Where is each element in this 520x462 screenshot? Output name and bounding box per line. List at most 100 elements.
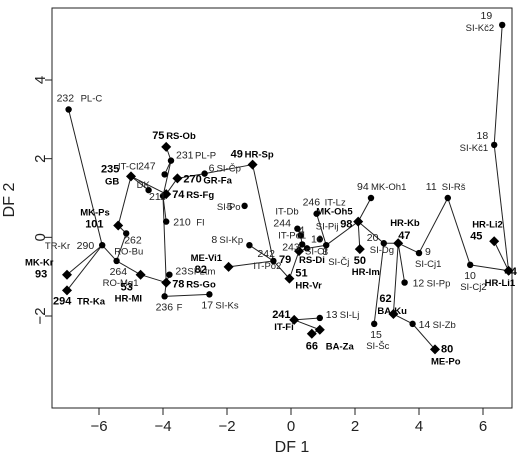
point-label: 74: [172, 189, 185, 201]
x-axis-label: DF 1: [275, 439, 310, 456]
link-line: [68, 109, 103, 246]
link-line: [288, 250, 300, 279]
point-label: 290: [77, 240, 95, 252]
link-line: [162, 196, 167, 283]
link-line: [397, 243, 406, 283]
point-label: PL-P: [195, 151, 216, 162]
point-label: 10: [464, 270, 476, 282]
point-label: SI-Ks: [215, 300, 238, 311]
point-label: IT-Fi: [274, 322, 294, 333]
diamond-marker: [314, 324, 325, 335]
point-label: 3: [322, 246, 328, 258]
link-line: [418, 197, 449, 254]
diamond-marker: [161, 189, 172, 200]
point-label: 19: [481, 10, 493, 22]
y-tick-label: 0: [32, 233, 49, 241]
point-label: 44: [505, 266, 518, 278]
circle-marker: [166, 271, 173, 278]
point-label: MK-Ps: [80, 208, 110, 219]
point-label: 51: [295, 268, 307, 280]
point-label: 93: [35, 269, 47, 281]
point-label: SI-Po: [217, 202, 241, 213]
circle-marker: [467, 261, 474, 269]
point-label: HR-Vr: [295, 281, 322, 292]
point-label: MK-Oh1: [371, 182, 406, 193]
point-label: 231: [176, 150, 194, 162]
point-label: 210: [173, 217, 191, 229]
point-label: 47: [398, 230, 410, 242]
circle-marker: [444, 194, 451, 202]
link-line: [66, 244, 103, 276]
circle-marker: [297, 232, 304, 239]
circle-marker: [241, 202, 248, 210]
point-label: HR-Li2: [472, 219, 503, 230]
point-label: 23: [175, 266, 187, 278]
point-label: HR-Sp: [245, 150, 274, 161]
link-line: [249, 244, 274, 262]
circle-marker: [401, 279, 408, 286]
point-label: RS-Ob: [166, 131, 196, 142]
diamond-marker: [161, 141, 172, 152]
circle-marker: [123, 230, 130, 237]
diamond-marker: [354, 244, 365, 255]
diamond-marker: [503, 265, 514, 276]
point-label: SI-Pij: [316, 221, 339, 232]
link-line: [397, 242, 420, 254]
point-label: 94: [357, 181, 369, 193]
circle-marker: [409, 320, 416, 328]
diamond-marker: [388, 309, 399, 320]
point-label: GB: [105, 176, 119, 187]
x-tick-label: 4: [415, 418, 423, 435]
link-line: [130, 175, 167, 195]
point-label: 244: [273, 218, 291, 230]
point-label: 11: [426, 181, 437, 193]
x-tick-label: −4: [154, 418, 171, 435]
link-line: [325, 221, 359, 246]
point-label: 17: [201, 299, 213, 311]
plot-frame: [51, 7, 513, 409]
link-line: [493, 24, 503, 145]
diamond-marker: [135, 269, 146, 280]
circle-marker: [491, 141, 498, 149]
point-label: 49: [231, 149, 243, 161]
point-label: SI-Kp: [219, 235, 243, 246]
point-label: 20: [367, 232, 379, 244]
link-line: [357, 197, 372, 222]
circle-marker: [270, 257, 277, 265]
diamond-marker: [113, 220, 124, 231]
point-label: IT-Db: [275, 207, 298, 218]
diamond-marker: [247, 159, 258, 170]
circle-marker: [246, 242, 253, 249]
point-label: TR-Ka: [77, 296, 106, 307]
point-label: 13: [326, 309, 338, 321]
point-label: 4: [299, 224, 305, 236]
diamond-marker: [62, 269, 72, 280]
circle-marker: [65, 106, 72, 113]
circle-marker: [161, 293, 168, 300]
link-line: [447, 197, 471, 266]
point-label: 241: [272, 309, 290, 321]
point-label: MK-Oh5: [316, 207, 353, 218]
point-label: TR-Kr: [45, 241, 70, 252]
point-label: PL-C: [81, 94, 103, 105]
point-label: SI-Pp: [427, 279, 451, 290]
circle-marker: [316, 236, 323, 243]
point-label: 82: [195, 264, 207, 276]
x-tick-label: 2: [351, 418, 359, 435]
point-label: BA-Za: [326, 342, 355, 353]
point-label: 246: [303, 197, 321, 209]
point-label: 242: [257, 248, 275, 260]
circle-marker: [323, 242, 330, 249]
point-label: 101: [85, 219, 103, 231]
point-label: SI-Zb: [433, 320, 456, 331]
link-line: [306, 244, 327, 249]
diamond-marker: [430, 344, 440, 355]
point-label: SI-Ot: [305, 246, 328, 257]
link-line: [357, 221, 385, 244]
point-label: 236: [156, 301, 174, 313]
circle-marker: [201, 170, 208, 177]
point-label: FI: [196, 218, 204, 229]
diamond-marker: [161, 277, 172, 288]
